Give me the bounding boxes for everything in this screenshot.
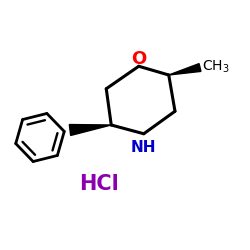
Polygon shape — [69, 124, 111, 136]
Polygon shape — [169, 64, 201, 75]
Text: O: O — [131, 50, 146, 68]
Text: NH: NH — [131, 140, 156, 155]
Text: CH$_3$: CH$_3$ — [202, 59, 230, 75]
Text: HCl: HCl — [79, 174, 119, 194]
